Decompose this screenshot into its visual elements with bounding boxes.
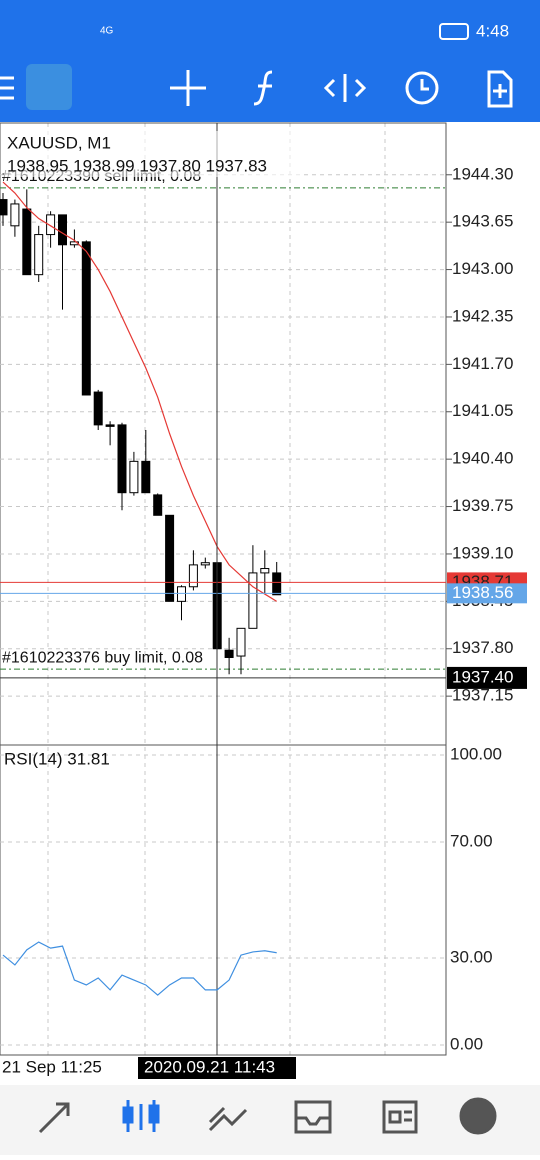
y-tick-label: 1937.80 xyxy=(452,638,513,657)
candle-body xyxy=(10,203,20,227)
y-tick-label: 1941.70 xyxy=(452,354,513,373)
candle-body xyxy=(0,199,8,216)
moving-average xyxy=(2,181,278,602)
candle-body xyxy=(105,424,115,427)
network: 4G xyxy=(100,26,114,37)
candle-body xyxy=(248,572,258,629)
clock: 4:48 xyxy=(476,21,509,40)
rsi-line xyxy=(2,941,277,996)
crosshair-time-tag xyxy=(138,1057,296,1079)
candle-body xyxy=(22,208,32,276)
crosshair-price-tag xyxy=(447,666,527,689)
candle-body xyxy=(46,214,56,236)
y-tick-label: 1941.05 xyxy=(452,401,513,420)
trade-icon[interactable] xyxy=(323,74,367,102)
y-tick-label: 1943.00 xyxy=(452,259,513,278)
candle-body xyxy=(141,460,151,494)
time-label: 21 Sep 11:25 xyxy=(2,1057,102,1076)
y-tick-label: 0.00 xyxy=(450,1034,483,1053)
crosshair-icon[interactable] xyxy=(170,70,206,106)
header-bg xyxy=(0,0,540,122)
history-tab[interactable] xyxy=(294,1100,332,1134)
candle-body xyxy=(200,562,210,566)
indicator-icon[interactable] xyxy=(253,70,273,106)
toolbar xyxy=(0,64,513,110)
bottom-nav xyxy=(0,1085,540,1155)
candle-body xyxy=(117,424,127,494)
new-order-icon[interactable] xyxy=(487,70,513,108)
candle-body xyxy=(236,627,246,657)
y-tick-label: 1939.10 xyxy=(452,543,513,562)
chart-tab[interactable] xyxy=(122,1100,160,1132)
news-tab[interactable] xyxy=(382,1100,418,1134)
quotes-tab[interactable] xyxy=(38,1102,70,1134)
y-tick-label: 30.00 xyxy=(450,947,493,966)
candle-body xyxy=(177,586,186,602)
history-icon[interactable] xyxy=(405,71,439,105)
candle-body xyxy=(260,568,270,574)
chart-frame xyxy=(0,122,447,1056)
candle-body xyxy=(58,214,67,246)
candle-body xyxy=(93,391,103,426)
candle-body xyxy=(81,241,91,396)
nav-icons xyxy=(38,1097,497,1135)
order-label: #1610223376 buy limit, 0.08 xyxy=(2,649,203,666)
y-tick-label: 70.00 xyxy=(450,831,493,850)
y-tick-label: 1939.75 xyxy=(452,496,513,515)
ohlc-text: 1938.95 1938.99 1937.80 1937.83 xyxy=(7,156,267,175)
candle-body xyxy=(224,649,234,658)
y-tick-label: 1943.65 xyxy=(452,212,513,231)
candle-body xyxy=(34,234,44,276)
title-bg xyxy=(4,131,304,177)
battery xyxy=(439,23,469,40)
ask-label: 1938.56 xyxy=(452,583,513,602)
app-icon[interactable] xyxy=(26,64,72,110)
rsi-label: RSI(14) 31.81 xyxy=(4,749,110,768)
symbol-title: XAUUSD, M1 xyxy=(7,133,111,152)
y-tick-label: 1940.40 xyxy=(452,449,513,468)
y-tick-label: 1942.35 xyxy=(452,306,513,325)
candle-body xyxy=(188,564,198,588)
menu-icon[interactable] xyxy=(0,76,14,100)
candle-body xyxy=(272,572,282,596)
y-tick-label: 100.00 xyxy=(450,744,502,763)
crosshair-price: 1937.40 xyxy=(452,667,513,686)
v-grid xyxy=(47,123,386,1055)
candle-body xyxy=(153,494,163,516)
candle-body xyxy=(165,514,175,602)
y-tick-label: 1937.15 xyxy=(452,686,513,705)
candle-body xyxy=(129,460,139,494)
crosshair-time: 2020.09.21 11:43 xyxy=(144,1057,275,1076)
ask-tag xyxy=(447,583,527,604)
y-tick-label: 1944.30 xyxy=(452,164,513,183)
trade-tab[interactable] xyxy=(208,1106,248,1132)
chat-tab[interactable] xyxy=(459,1097,497,1135)
